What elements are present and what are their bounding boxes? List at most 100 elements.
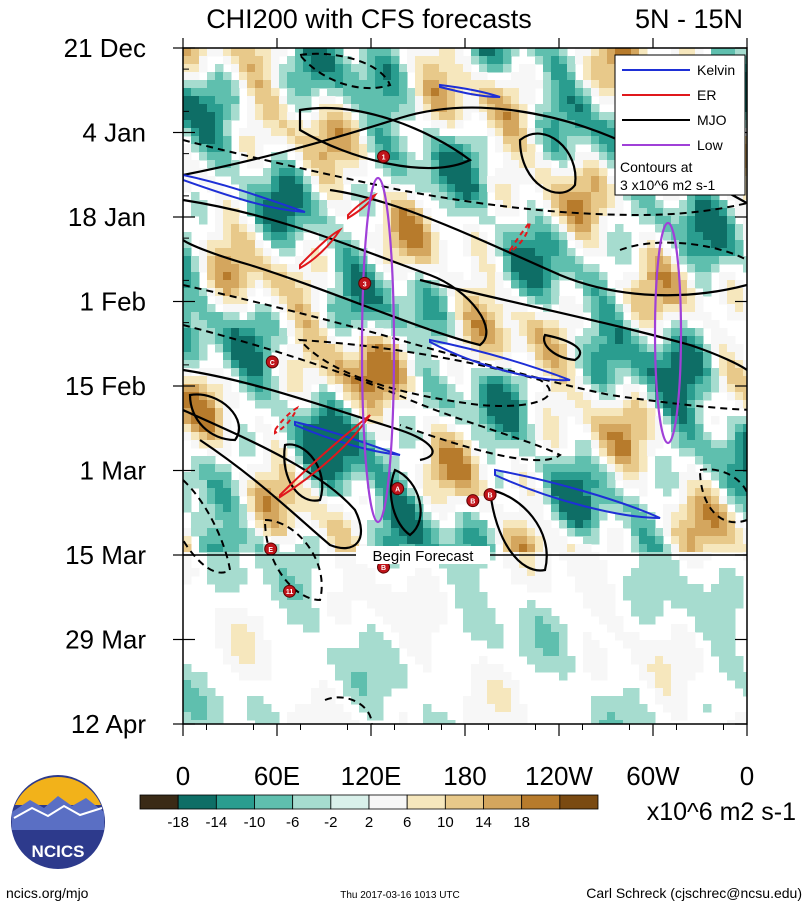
anomaly-cell (591, 312, 600, 321)
anomaly-cell (303, 144, 312, 153)
anomaly-cell (503, 688, 512, 697)
anomaly-cell (455, 528, 464, 537)
anomaly-cell (271, 256, 280, 265)
anomaly-cell (495, 200, 504, 209)
anomaly-cell (319, 680, 328, 689)
anomaly-cell (223, 656, 232, 665)
anomaly-cell (511, 272, 520, 281)
anomaly-cell (191, 120, 200, 129)
anomaly-cell (519, 336, 528, 345)
anomaly-cell (327, 440, 336, 449)
anomaly-cell (543, 432, 552, 441)
anomaly-cell (311, 304, 320, 313)
anomaly-cell (391, 96, 400, 105)
anomaly-cell (271, 576, 280, 585)
anomaly-cell (575, 408, 584, 417)
anomaly-cell (463, 208, 472, 217)
anomaly-cell (335, 232, 344, 241)
anomaly-cell (319, 352, 328, 361)
anomaly-cell (599, 200, 608, 209)
anomaly-cell (303, 384, 312, 393)
anomaly-cell (599, 664, 608, 673)
anomaly-cell (655, 392, 664, 401)
anomaly-cell (287, 472, 296, 481)
anomaly-cell (727, 360, 736, 369)
anomaly-cell (223, 88, 232, 97)
anomaly-cell (463, 56, 472, 65)
anomaly-cell (711, 208, 720, 217)
anomaly-cell (215, 416, 224, 425)
anomaly-cell (199, 504, 208, 513)
anomaly-cell (223, 208, 232, 217)
anomaly-cell (239, 568, 248, 577)
anomaly-cell (623, 256, 632, 265)
anomaly-cell (311, 56, 320, 65)
anomaly-cell (407, 648, 416, 657)
anomaly-cell (631, 48, 640, 57)
anomaly-cell (407, 640, 416, 649)
colorbar-swatch (483, 794, 523, 810)
anomaly-cell (511, 688, 520, 697)
anomaly-cell (535, 208, 544, 217)
anomaly-cell (311, 416, 320, 425)
anomaly-cell (343, 288, 352, 297)
anomaly-cell (287, 232, 296, 241)
footer-url[interactable]: ncics.org/mjo (6, 885, 89, 901)
mjo-contour-line (419, 278, 747, 371)
anomaly-cell (255, 632, 264, 641)
anomaly-cell (383, 128, 392, 137)
anomaly-cell (679, 480, 688, 489)
anomaly-cell (639, 648, 648, 657)
anomaly-cell (695, 360, 704, 369)
anomaly-cell (247, 120, 256, 129)
anomaly-cell (511, 408, 520, 417)
anomaly-cell (351, 392, 360, 401)
anomaly-cell (567, 328, 576, 337)
anomaly-cell (727, 232, 736, 241)
anomaly-cell (447, 384, 456, 393)
anomaly-cell (535, 520, 544, 529)
anomaly-cell (559, 184, 568, 193)
anomaly-cell (591, 376, 600, 385)
anomaly-cell (415, 480, 424, 489)
anomaly-cell (463, 576, 472, 585)
anomaly-cell (607, 176, 616, 185)
anomaly-cell (255, 560, 264, 569)
anomaly-cell (719, 480, 728, 489)
anomaly-cell (679, 224, 688, 233)
anomaly-cell (743, 224, 747, 233)
anomaly-cell (191, 376, 200, 385)
anomaly-cell (671, 656, 680, 665)
anomaly-cell (439, 48, 448, 57)
anomaly-cell (615, 512, 624, 521)
anomaly-cell (663, 504, 672, 513)
anomaly-cell (239, 480, 248, 489)
anomaly-cell (215, 440, 224, 449)
anomaly-cell (583, 104, 592, 113)
forecast-label-background (356, 546, 490, 564)
anomaly-cell (663, 280, 672, 289)
anomaly-cell (231, 560, 240, 569)
anomaly-cell (191, 112, 200, 121)
anomaly-cell (271, 480, 280, 489)
anomaly-cell (423, 632, 432, 641)
anomaly-cell (543, 336, 552, 345)
anomaly-cell (399, 256, 408, 265)
anomaly-cell (511, 512, 520, 521)
anomaly-cell (319, 488, 328, 497)
anomaly-cell (631, 280, 640, 289)
anomaly-cell (319, 520, 328, 529)
anomaly-cell (223, 440, 232, 449)
anomaly-cell (367, 104, 376, 113)
anomaly-cell (695, 208, 704, 217)
anomaly-cell (727, 336, 736, 345)
anomaly-cell (327, 80, 336, 89)
anomaly-cell (319, 328, 328, 337)
anomaly-cell (407, 176, 416, 185)
storm-label: E (268, 547, 273, 554)
anomaly-cell (295, 176, 304, 185)
anomaly-cell (519, 392, 528, 401)
anomaly-cell (327, 48, 336, 57)
anomaly-cell (703, 376, 712, 385)
anomaly-cell (639, 472, 648, 481)
